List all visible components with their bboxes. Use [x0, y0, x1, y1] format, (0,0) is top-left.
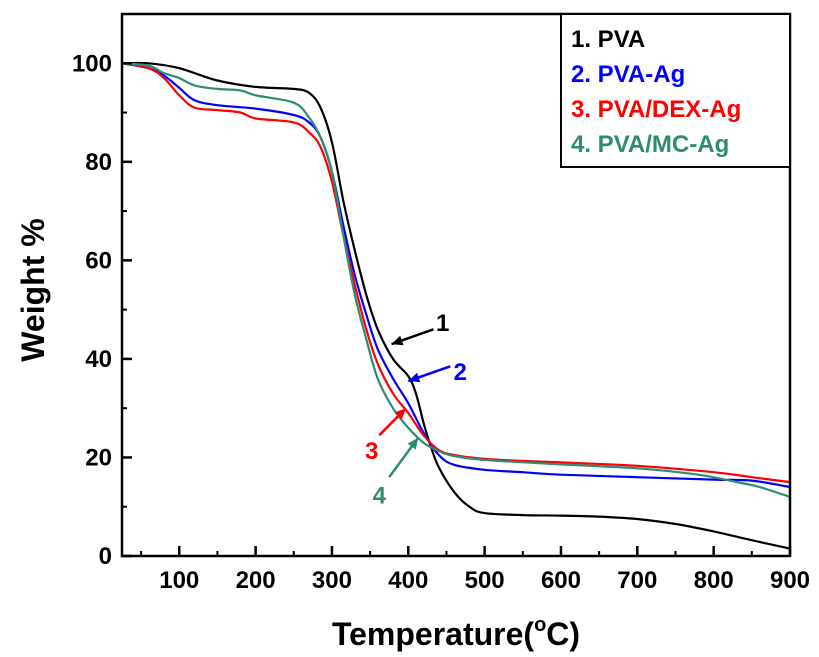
legend-entry-3: 3. PVA/DEX-Ag	[571, 96, 741, 123]
x-tick-label: 200	[236, 567, 276, 594]
y-tick-label: 60	[85, 247, 112, 274]
x-axis-ticks: 100 200 300 400 500 600 700 800 900	[141, 546, 810, 594]
annotation-label-4: 4	[373, 482, 387, 509]
annotation-label-2: 2	[454, 359, 467, 386]
x-axis-title: Temperature(oC)	[332, 614, 580, 652]
x-tick-label: 600	[541, 567, 581, 594]
x-tick-label: 800	[694, 567, 734, 594]
y-tick-label: 40	[85, 346, 112, 373]
legend-entry-2: 2. PVA-Ag	[571, 61, 685, 88]
x-tick-label: 500	[465, 567, 505, 594]
y-axis-title: Weight %	[15, 218, 51, 361]
annotation-arrow-4	[389, 438, 418, 477]
annotation-label-3: 3	[365, 438, 378, 465]
y-tick-label: 20	[85, 444, 112, 471]
legend: 1. PVA 2. PVA-Ag 3. PVA/DEX-Ag 4. PVA/MC…	[561, 14, 790, 167]
x-axis-title-degree: o	[534, 614, 546, 636]
y-tick-label: 100	[72, 50, 112, 77]
x-tick-label: 900	[770, 567, 810, 594]
y-tick-label: 0	[99, 543, 112, 570]
x-tick-label: 300	[312, 567, 352, 594]
annotation-arrow-1	[391, 329, 433, 345]
x-axis-title-unit: C)	[546, 616, 580, 652]
x-tick-label: 100	[159, 567, 199, 594]
annotation-label-1: 1	[436, 310, 449, 337]
annotation-layer: 12 3 4	[365, 310, 467, 509]
annotation-arrow-2	[408, 366, 450, 382]
x-tick-label: 400	[388, 567, 428, 594]
y-tick-label: 80	[85, 149, 112, 176]
x-axis-title-main: Temperature(	[332, 616, 534, 652]
legend-entry-4: 4. PVA/MC-Ag	[571, 131, 729, 158]
x-tick-label: 700	[617, 567, 657, 594]
legend-entry-1: 1. PVA	[571, 26, 645, 53]
